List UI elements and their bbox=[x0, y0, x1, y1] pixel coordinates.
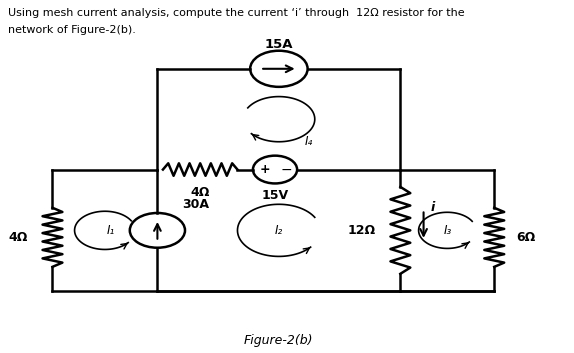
Text: Figure-2(b): Figure-2(b) bbox=[244, 334, 313, 347]
Text: I₁: I₁ bbox=[106, 224, 115, 237]
Text: 6Ω: 6Ω bbox=[517, 231, 536, 244]
Text: network of Figure-2(b).: network of Figure-2(b). bbox=[8, 25, 136, 35]
Text: i: i bbox=[430, 201, 435, 214]
Text: 4Ω: 4Ω bbox=[8, 231, 28, 244]
Text: −: − bbox=[280, 162, 292, 176]
Text: I₂: I₂ bbox=[275, 224, 283, 237]
Text: 15V: 15V bbox=[262, 189, 289, 202]
Text: 30A: 30A bbox=[183, 198, 210, 211]
Text: 15A: 15A bbox=[265, 38, 293, 52]
Text: I₄: I₄ bbox=[305, 135, 313, 148]
Text: Using mesh current analysis, compute the current ‘i’ through  12Ω resistor for t: Using mesh current analysis, compute the… bbox=[8, 8, 465, 18]
Text: +: + bbox=[260, 163, 270, 176]
Text: 12Ω: 12Ω bbox=[347, 224, 375, 237]
Text: 4Ω: 4Ω bbox=[191, 186, 210, 199]
Text: I₃: I₃ bbox=[443, 224, 451, 237]
